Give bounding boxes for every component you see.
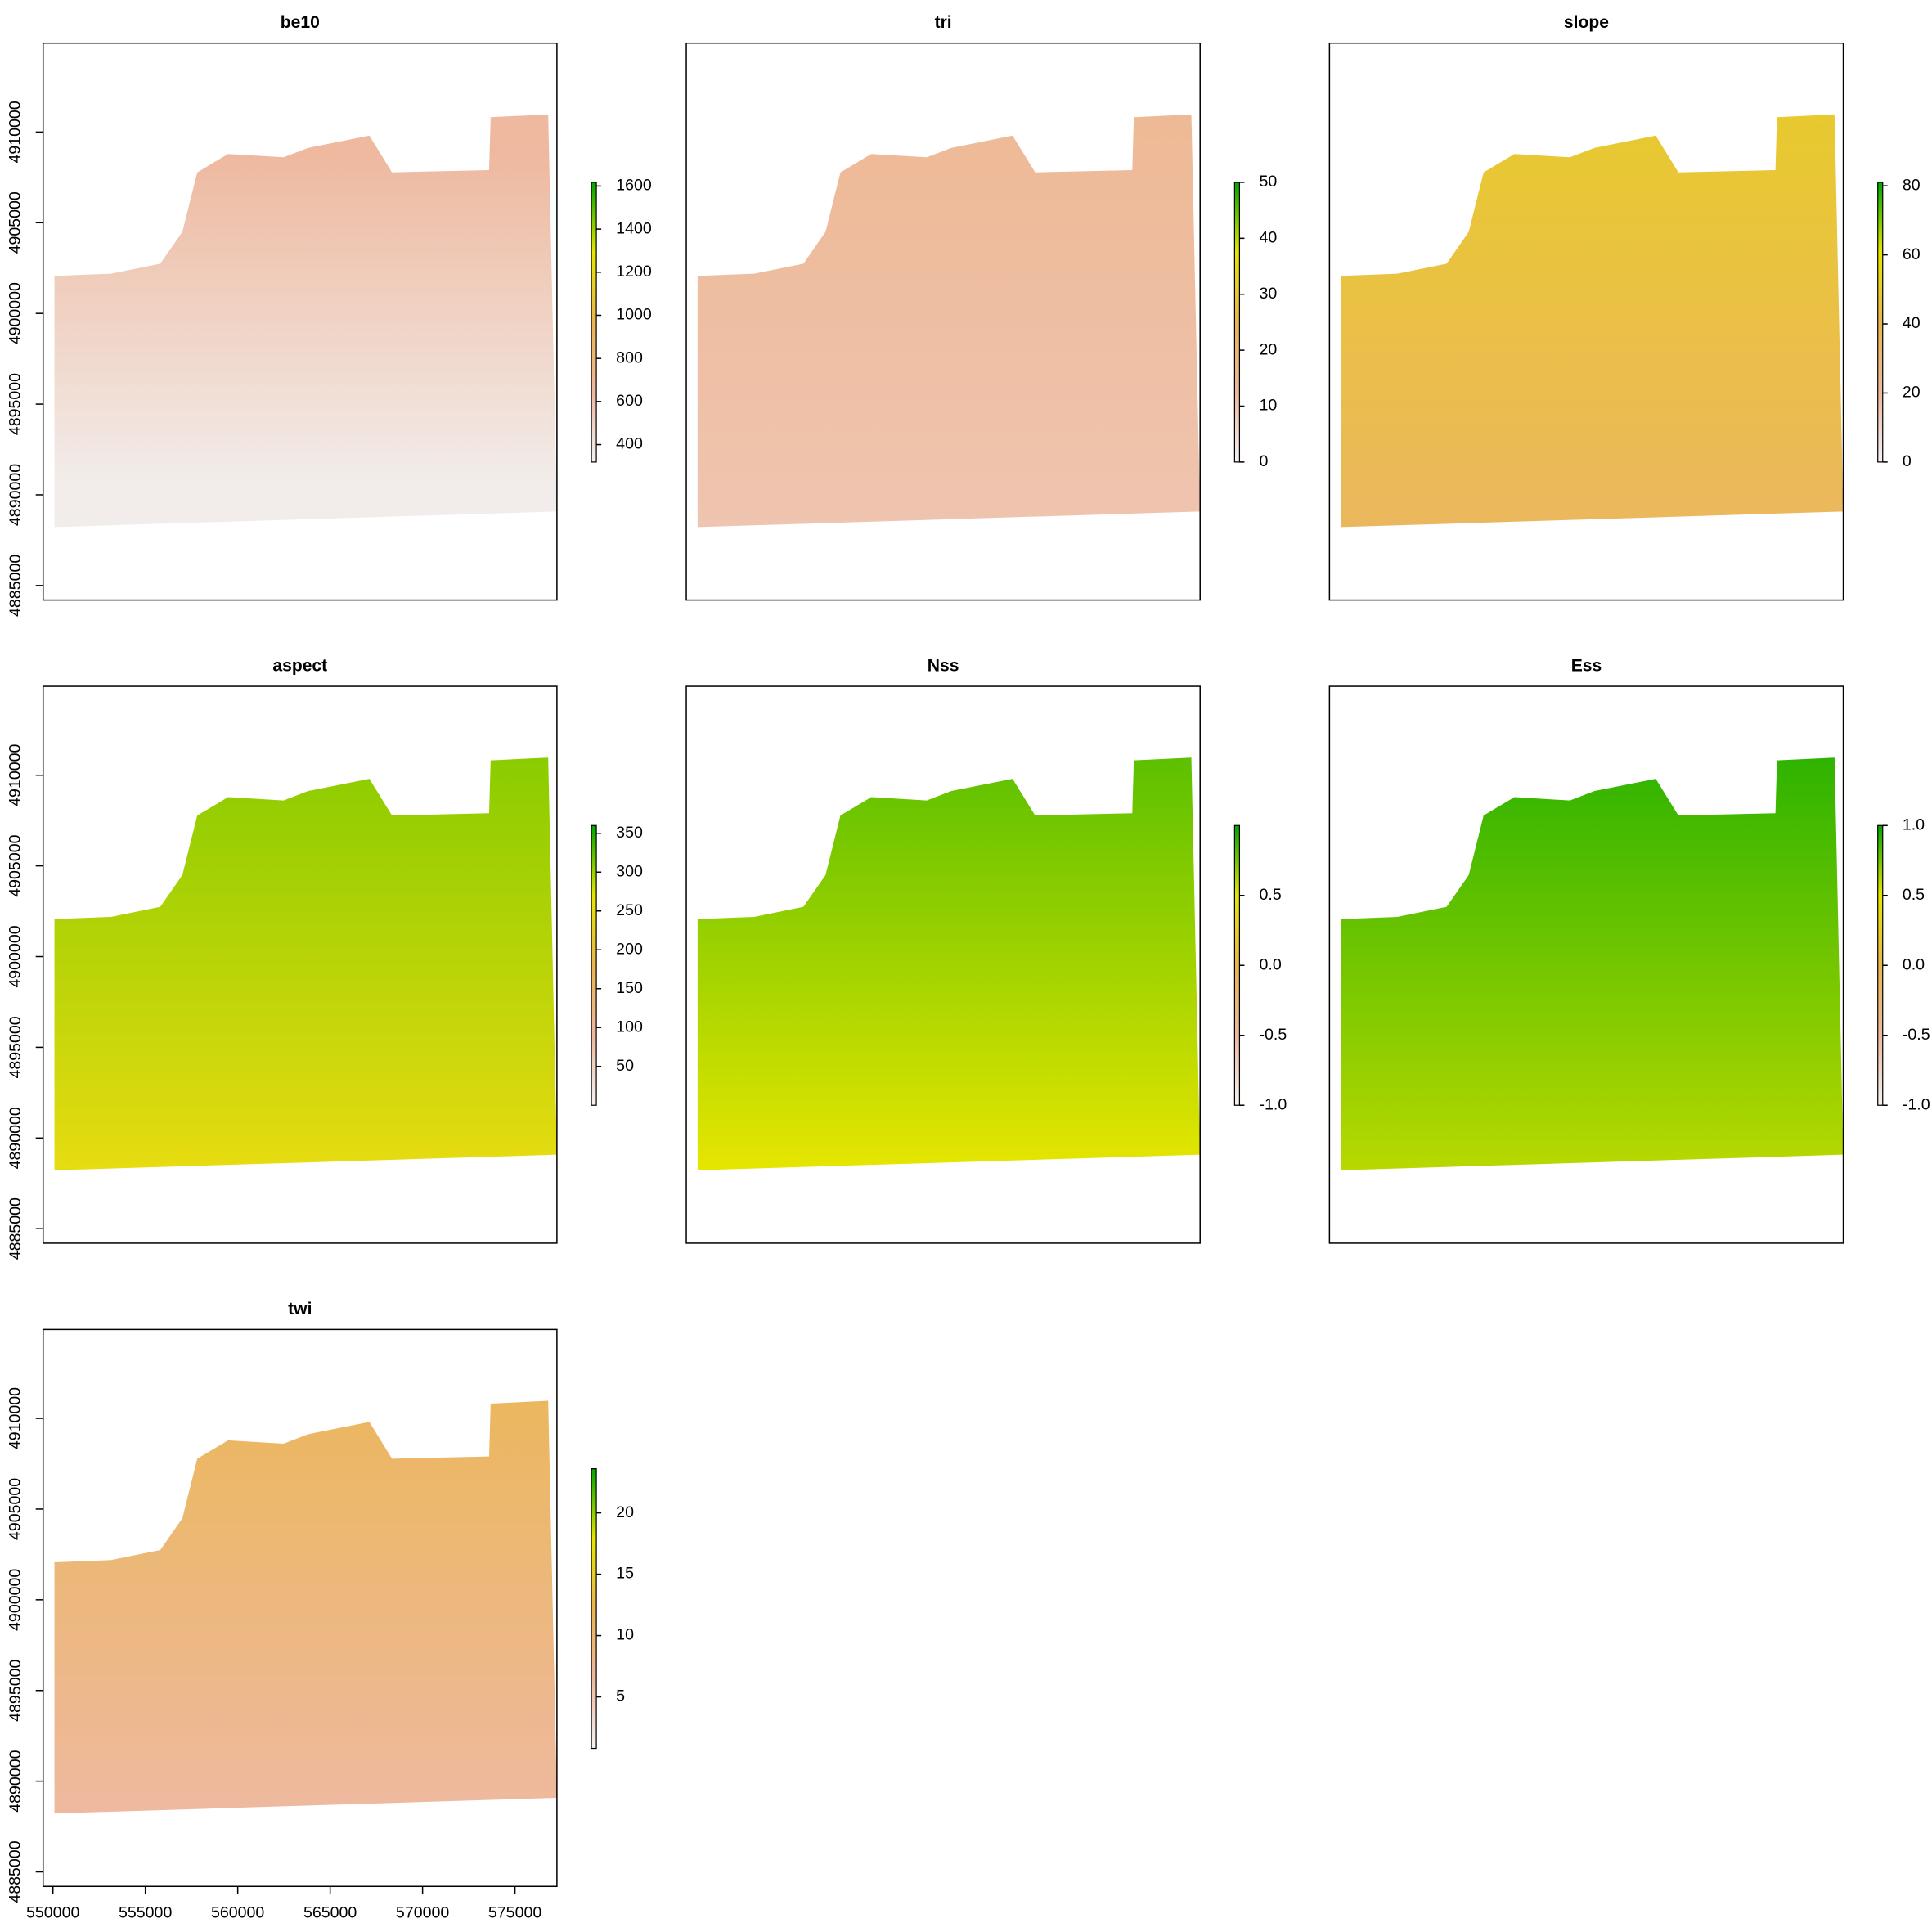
- legend-tick-label: 30: [1260, 285, 1278, 303]
- panel-frame: [685, 685, 1201, 1244]
- legend-bar: [591, 1467, 597, 1750]
- y-tick-label: 4885000: [7, 555, 25, 617]
- legend-tick-label: -1.0: [1260, 1095, 1287, 1113]
- legend-bar: [591, 824, 597, 1106]
- legend-tick-label: 20: [1260, 340, 1278, 358]
- y-tick-label: 4910000: [7, 101, 25, 163]
- legend-tick-label: -0.5: [1903, 1026, 1930, 1044]
- x-tick-label: 555000: [119, 1904, 172, 1922]
- legend-bar: [1877, 182, 1884, 463]
- panel-title: Ess: [1571, 657, 1602, 676]
- raster-footprint: [697, 114, 1201, 528]
- legend-tick-label: 0.0: [1903, 955, 1925, 973]
- legend-tick-label: 250: [616, 901, 643, 919]
- legend-tick-label: 350: [616, 824, 643, 842]
- y-tick-label: 4895000: [7, 373, 25, 435]
- raster-footprint: [54, 1400, 557, 1814]
- legend-bar: [1233, 182, 1241, 463]
- legend-tick-label: 20: [616, 1503, 634, 1521]
- legend-bar: [1877, 824, 1884, 1106]
- y-tick-label: 4910000: [7, 744, 25, 806]
- y-tick-label: 4890000: [7, 1107, 25, 1169]
- raster-footprint: [697, 757, 1201, 1170]
- panel-title: twi: [288, 1300, 312, 1319]
- legend-tick-label: 40: [1260, 229, 1278, 247]
- x-tick-label: 565000: [303, 1904, 357, 1922]
- legend-tick-label: 40: [1903, 314, 1921, 332]
- legend-tick-label: 1400: [616, 219, 652, 237]
- legend-tick-label: 600: [616, 392, 643, 410]
- panel-title: Nss: [928, 657, 959, 676]
- legend-tick-label: -0.5: [1260, 1026, 1287, 1044]
- raster-footprint: [54, 114, 557, 528]
- panel-frame: [42, 685, 558, 1244]
- panel-frame: [1328, 685, 1844, 1244]
- legend-tick-label: 150: [616, 979, 643, 997]
- y-tick-label: 4905000: [7, 1478, 25, 1540]
- legend-tick-label: 1600: [616, 177, 652, 195]
- legend-tick-label: 50: [616, 1057, 634, 1075]
- panel-title: slope: [1564, 13, 1609, 32]
- y-tick-label: 4895000: [7, 1660, 25, 1722]
- y-tick-label: 4900000: [7, 925, 25, 987]
- raster-footprint: [1341, 114, 1844, 528]
- x-tick-label: 570000: [396, 1904, 449, 1922]
- y-tick-label: 4900000: [7, 282, 25, 344]
- legend-tick-label: 10: [616, 1626, 634, 1644]
- panel-title: aspect: [272, 657, 327, 676]
- legend-tick-label: 0: [1903, 452, 1912, 470]
- y-tick-label: 4905000: [7, 191, 25, 254]
- legend-tick-label: 400: [616, 435, 643, 453]
- legend-tick-label: 1.0: [1903, 815, 1925, 833]
- panel-frame: [685, 42, 1201, 601]
- legend-tick-label: 1200: [616, 263, 652, 281]
- y-tick-label: 4910000: [7, 1387, 25, 1449]
- x-tick-label: 550000: [26, 1904, 79, 1922]
- panel-frame: [42, 42, 558, 601]
- legend-tick-label: 50: [1260, 173, 1278, 191]
- legend-tick-label: 20: [1903, 384, 1921, 402]
- panel-frame: [42, 1328, 558, 1888]
- y-tick-label: 4890000: [7, 1750, 25, 1812]
- legend-tick-label: 200: [616, 940, 643, 958]
- legend-tick-label: 1000: [616, 306, 652, 324]
- y-tick-label: 4885000: [7, 1197, 25, 1260]
- legend-tick-label: 300: [616, 862, 643, 880]
- x-tick-label: 560000: [211, 1904, 264, 1922]
- legend-bar: [1233, 824, 1241, 1106]
- legend-tick-label: 60: [1903, 245, 1921, 263]
- y-tick-label: 4895000: [7, 1016, 25, 1078]
- y-tick-label: 4890000: [7, 464, 25, 526]
- legend-tick-label: 15: [616, 1565, 634, 1583]
- legend-tick-label: 100: [616, 1018, 643, 1036]
- legend-tick-label: 0.5: [1260, 886, 1282, 904]
- legend-tick-label: 0: [1260, 452, 1269, 470]
- legend-tick-label: 800: [616, 348, 643, 366]
- raster-footprint: [54, 757, 557, 1170]
- y-tick-label: 4885000: [7, 1840, 25, 1903]
- panel-title: be10: [281, 13, 320, 32]
- panel-frame: [1328, 42, 1844, 601]
- legend-tick-label: 5: [616, 1687, 625, 1705]
- legend-tick-label: -1.0: [1903, 1095, 1930, 1113]
- y-tick-label: 4900000: [7, 1569, 25, 1631]
- legend-tick-label: 80: [1903, 176, 1921, 194]
- legend-bar: [591, 182, 597, 463]
- legend-tick-label: 0.5: [1903, 886, 1925, 904]
- y-tick-label: 4905000: [7, 834, 25, 896]
- raster-footprint: [1341, 757, 1844, 1170]
- legend-tick-label: 0.0: [1260, 955, 1282, 973]
- legend-tick-label: 10: [1260, 397, 1278, 415]
- panel-title: tri: [935, 13, 952, 32]
- x-tick-label: 575000: [488, 1904, 541, 1922]
